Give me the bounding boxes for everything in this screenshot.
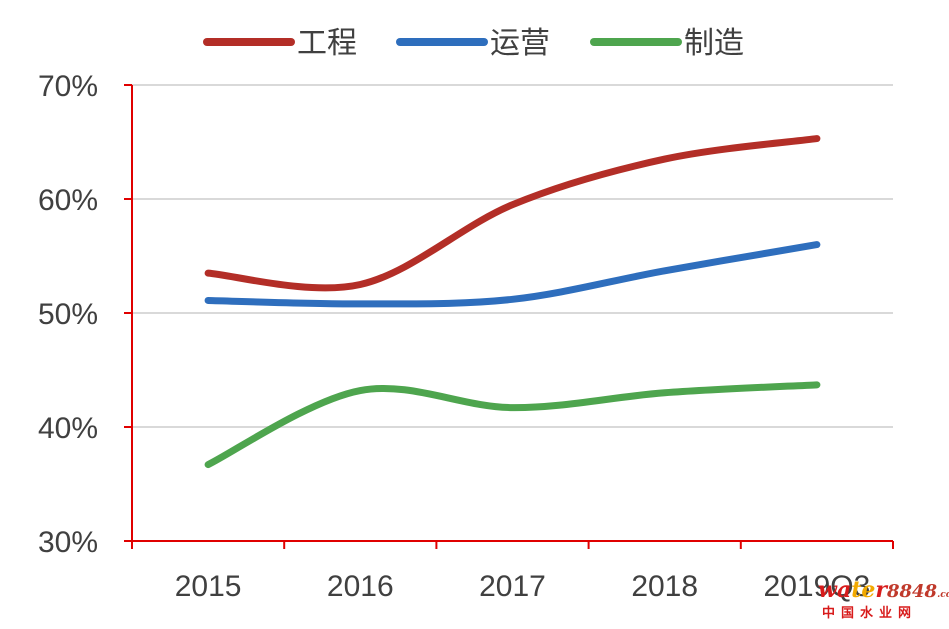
legend-item: 工程 bbox=[203, 26, 357, 61]
y-tick-label: 30% bbox=[38, 526, 98, 559]
series-lines bbox=[204, 135, 821, 469]
legend-item: 制造 bbox=[590, 26, 744, 61]
watermark-subtitle: 中国水业网 bbox=[822, 605, 917, 621]
x-tick-label: 2016 bbox=[327, 570, 394, 603]
axes bbox=[124, 84, 894, 549]
series-line-1 bbox=[204, 241, 821, 308]
series-line-2 bbox=[204, 381, 821, 469]
y-tick-labels: 30% 40% 50% 60% 70% bbox=[38, 70, 98, 559]
watermark-brand-suffix: r bbox=[875, 577, 888, 603]
x-tick-label: 2018 bbox=[631, 570, 698, 603]
watermark-logo: water8848.com 中国水业网 bbox=[818, 577, 949, 621]
series-line-0 bbox=[204, 135, 821, 292]
watermark-brand-tld: .com bbox=[937, 590, 949, 600]
x-tick-label: 2017 bbox=[479, 570, 546, 603]
grid-lines bbox=[132, 84, 893, 428]
svg-text:water8848.com: water8848.com bbox=[818, 577, 949, 603]
x-tick-labels: 2015 2016 2017 2018 2019Q3 bbox=[175, 570, 871, 603]
legend-label: 运营 bbox=[490, 26, 550, 61]
y-tick-label: 70% bbox=[38, 70, 98, 103]
y-tick-label: 60% bbox=[38, 184, 98, 217]
x-tick-label: 2015 bbox=[175, 570, 242, 603]
watermark-brand-mid: te bbox=[851, 577, 875, 603]
y-tick-label: 50% bbox=[38, 298, 98, 331]
legend: 工程 运营 制造 bbox=[203, 26, 744, 61]
legend-label: 制造 bbox=[684, 26, 744, 61]
legend-item: 运营 bbox=[396, 26, 550, 61]
watermark-brand-number: 8848 bbox=[886, 581, 938, 602]
legend-label: 工程 bbox=[297, 26, 357, 61]
watermark-brand-prefix: wa bbox=[818, 577, 851, 603]
x-tick-label: 2019Q3 bbox=[764, 570, 871, 603]
y-tick-label: 40% bbox=[38, 412, 98, 445]
